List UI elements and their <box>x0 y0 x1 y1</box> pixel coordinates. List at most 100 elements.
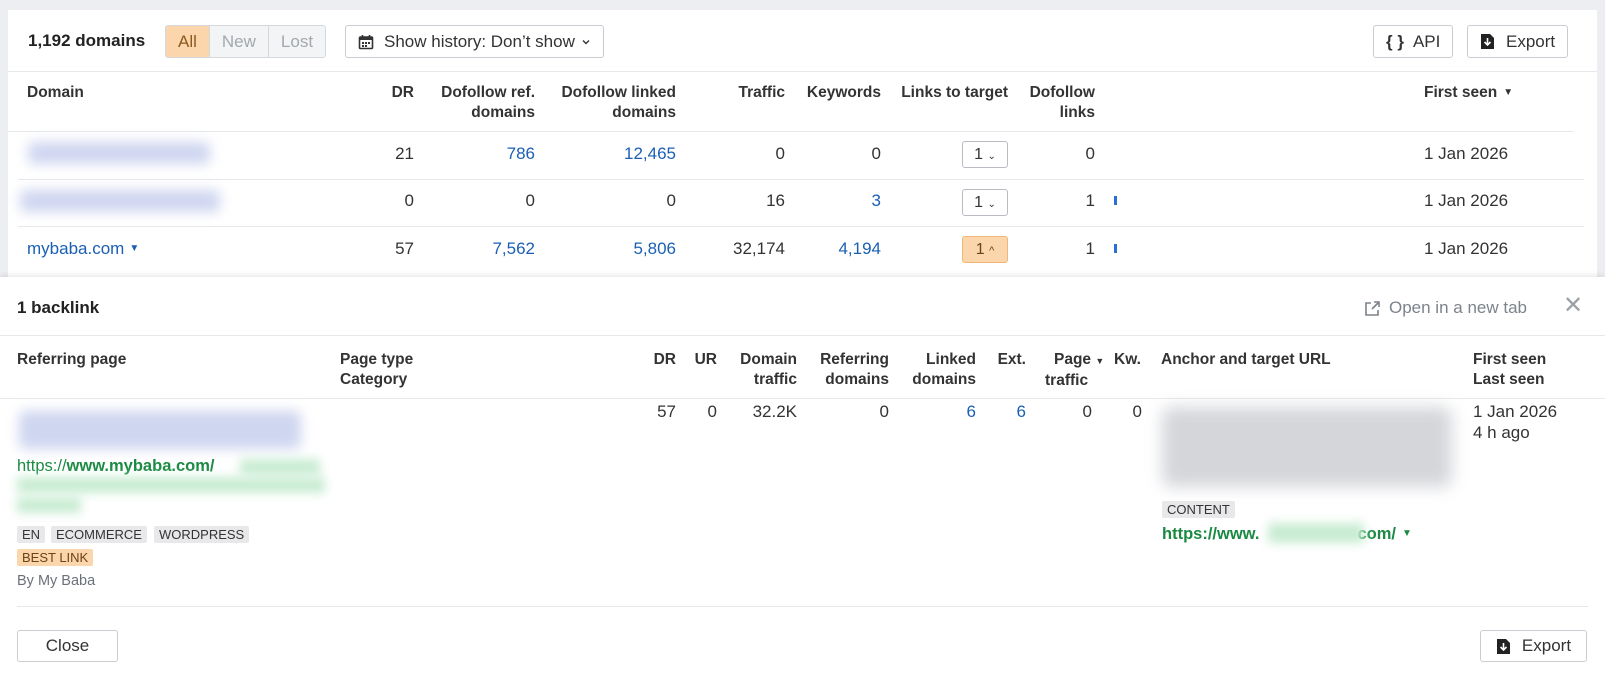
chevron-down-icon: ⌄ <box>987 151 996 162</box>
col-dr[interactable]: DR <box>391 84 414 101</box>
export-label: Export <box>1506 32 1556 51</box>
col-dt-line2: traffic <box>753 371 797 388</box>
col-keywords[interactable]: Keywords <box>806 84 881 101</box>
url-prefix: https:// <box>17 457 67 475</box>
api-button[interactable]: { } API <box>1373 25 1454 58</box>
blurred-url-part <box>17 477 325 493</box>
col-ls-label: Last seen <box>1473 371 1545 388</box>
row3-links-value: 1 <box>975 241 985 258</box>
row2-dofollow: 1 <box>1085 191 1095 210</box>
export-backlinks-button[interactable]: Export <box>1480 630 1587 662</box>
filter-all[interactable]: All <box>166 26 209 57</box>
braces-icon: { } <box>1386 32 1404 51</box>
open-new-tab-link[interactable]: Open in a new tab <box>1364 298 1527 318</box>
col-linked-domains[interactable]: Linked domains <box>900 350 976 390</box>
row1-links-dropdown[interactable]: 1 ⌄ <box>962 141 1008 168</box>
col-referring-domains[interactable]: Referring domains <box>805 350 889 390</box>
tag-ecommerce: ECOMMERCE <box>51 526 147 543</box>
col-dt-line1: Domain <box>740 351 797 368</box>
col-linked-line1: Dofollow linked <box>561 84 676 101</box>
close-button[interactable]: Close <box>17 630 118 662</box>
col-ref-line1: Dofollow ref. <box>441 84 535 101</box>
row2-links-dropdown[interactable]: 1 ⌄ <box>962 189 1008 216</box>
row3-traffic: 32,174 <box>733 239 785 258</box>
row1-dr: 21 <box>395 144 414 163</box>
col-pt-line2: traffic <box>1045 372 1089 389</box>
divider <box>17 606 1588 607</box>
col-domain[interactable]: Domain <box>27 84 84 101</box>
bl-linked-domains[interactable]: 6 <box>966 402 976 421</box>
mini-bar-chart <box>1114 196 1117 205</box>
filter-new[interactable]: New <box>208 26 268 57</box>
row2-linked-domains: 0 <box>666 191 676 210</box>
filter-lost[interactable]: Lost <box>267 26 326 57</box>
row3-linked-domains[interactable]: 5,806 <box>633 239 676 258</box>
url-domain: www.mybaba.com/ <box>66 457 215 475</box>
col-dofollow-line1: Dofollow <box>1029 84 1095 101</box>
row1-links-value: 1 <box>974 146 984 163</box>
row3-domain-link[interactable]: mybaba.com ▼ <box>27 239 139 259</box>
col-links-to-target[interactable]: Links to target <box>901 84 1008 101</box>
row1-linked-domains[interactable]: 12,465 <box>624 144 676 163</box>
row1-keywords: 0 <box>871 144 881 163</box>
col-page-type-label: Page type <box>340 351 414 368</box>
row3-domain: mybaba.com <box>27 239 125 258</box>
backlinks-panel: 1 backlink Open in a new tab ✕ Referring… <box>0 277 1605 695</box>
bl-page-traffic: 0 <box>1082 402 1092 421</box>
blurred-url-part <box>17 497 81 513</box>
blurred-page-title[interactable] <box>19 411 301 449</box>
export-icon <box>1481 34 1494 49</box>
row3-keywords[interactable]: 4,194 <box>838 239 881 258</box>
row2-links-value: 1 <box>974 194 984 211</box>
col-domain-traffic[interactable]: Domain traffic <box>725 350 797 390</box>
open-new-tab-label: Open in a new tab <box>1389 298 1527 317</box>
calendar-icon <box>358 34 374 49</box>
col-pt-label: Page <box>1054 351 1092 368</box>
row3-dofollow: 1 <box>1085 239 1095 258</box>
blurred-domain[interactable] <box>20 190 220 212</box>
row1-traffic: 0 <box>775 144 785 163</box>
col-anchor-target[interactable]: Anchor and target URL <box>1161 351 1331 368</box>
col-ld-line2: domains <box>912 371 976 388</box>
col-dofollow-ref-domains[interactable]: Dofollow ref. domains <box>428 83 535 123</box>
col-page-traffic[interactable]: Page ▼ traffic <box>1045 350 1104 391</box>
row3-ref-domains[interactable]: 7,562 <box>492 239 535 258</box>
tag-wordpress: WORDPRESS <box>154 526 250 543</box>
blurred-domain[interactable] <box>28 142 210 164</box>
export-button[interactable]: Export <box>1467 25 1569 58</box>
target-url[interactable]: https://www. com/ ▼ <box>1162 524 1412 544</box>
toolbar: 1,192 domains All New Lost Show history:… <box>8 10 1597 72</box>
bl-ext[interactable]: 6 <box>1016 402 1026 421</box>
show-history-dropdown[interactable]: Show history: Don’t show <box>345 25 604 58</box>
mini-bar-chart <box>1114 244 1117 253</box>
chevron-down-icon: ⌄ <box>987 199 996 210</box>
row3-dr: 57 <box>395 239 414 258</box>
col-traffic[interactable]: Traffic <box>738 84 785 101</box>
target-prefix: https://www. <box>1162 525 1260 543</box>
tag-best-link: BEST LINK <box>17 549 94 566</box>
col-rd-line1: Referring <box>820 351 889 368</box>
referring-page-url[interactable]: https://www.mybaba.com/ <box>17 456 214 476</box>
close-icon[interactable]: ✕ <box>1563 292 1584 319</box>
col-first-last-seen[interactable]: First seen Last seen <box>1473 350 1546 390</box>
divider <box>8 131 1574 132</box>
col-dofollow-links[interactable]: Dofollow links <box>1018 83 1095 123</box>
row1-ref-domains[interactable]: 786 <box>506 144 535 163</box>
row3-links-dropdown[interactable]: 1 ^ <box>962 236 1008 263</box>
sort-desc-icon: ▼ <box>1503 87 1514 98</box>
blurred-url-part <box>240 459 320 475</box>
col-bl-ur[interactable]: UR <box>694 351 717 368</box>
col-bl-dr[interactable]: DR <box>653 351 676 368</box>
col-first-seen[interactable]: First seen ▼ <box>1424 83 1513 103</box>
target-suffix: com/ <box>1357 525 1396 543</box>
col-ext[interactable]: Ext. <box>997 351 1026 368</box>
row2-keywords[interactable]: 3 <box>871 191 881 210</box>
sort-desc-icon: ▼ <box>1095 356 1105 366</box>
blurred-anchor-text <box>1162 407 1452 487</box>
col-kw[interactable]: Kw. <box>1114 351 1141 368</box>
col-referring-page[interactable]: Referring page <box>17 351 127 368</box>
col-dofollow-linked-domains[interactable]: Dofollow linked domains <box>548 83 676 123</box>
col-page-type[interactable]: Page type Category <box>340 350 413 390</box>
divider <box>0 398 1605 399</box>
col-linked-line2: domains <box>612 104 676 121</box>
